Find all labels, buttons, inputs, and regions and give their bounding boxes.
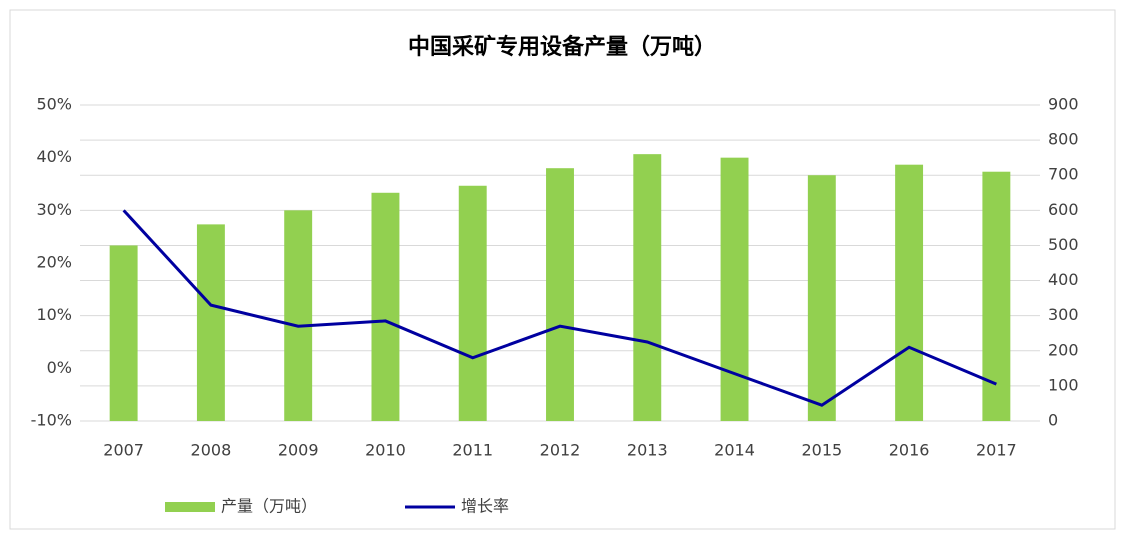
x-tick-label: 2014 bbox=[714, 441, 755, 460]
y2-tick-label: 700 bbox=[1048, 165, 1079, 184]
bar bbox=[197, 224, 225, 421]
y2-tick-label: 100 bbox=[1048, 375, 1079, 394]
chart-title: 中国采矿专用设备产量（万吨） bbox=[408, 34, 716, 60]
y2-tick-label: 500 bbox=[1048, 235, 1079, 254]
legend-label: 产量（万吨） bbox=[221, 497, 317, 516]
x-tick-label: 2015 bbox=[801, 441, 842, 460]
y2-tick-label: 300 bbox=[1048, 305, 1079, 324]
x-tick-label: 2009 bbox=[278, 441, 319, 460]
y2-tick-label: 800 bbox=[1048, 130, 1079, 149]
y-tick-label: -10% bbox=[31, 411, 72, 430]
legend-swatch bbox=[165, 502, 215, 512]
chart: 中国采矿专用设备产量（万吨） -10% 0% 10% 20% 30% 40% 50% 0 100… bbox=[0, 0, 1125, 539]
y2-tick-label: 600 bbox=[1048, 200, 1079, 219]
bar bbox=[110, 245, 138, 421]
x-tick-label: 2017 bbox=[976, 441, 1017, 460]
bar bbox=[284, 210, 312, 421]
y2-tick-label: 0 bbox=[1048, 411, 1058, 430]
y-tick-label: 40% bbox=[36, 147, 72, 166]
y-tick-label: 50% bbox=[36, 95, 72, 114]
bar bbox=[633, 154, 661, 421]
legend-label: 增长率 bbox=[461, 497, 509, 516]
x-tick-label: 2016 bbox=[889, 441, 930, 460]
y2-tick-label: 200 bbox=[1048, 340, 1079, 359]
bar bbox=[371, 193, 399, 421]
y2-tick-label: 900 bbox=[1048, 95, 1079, 114]
bar bbox=[721, 158, 749, 421]
x-tick-label: 2008 bbox=[191, 441, 232, 460]
x-tick-label: 2007 bbox=[103, 441, 144, 460]
bar bbox=[808, 175, 836, 421]
y-tick-label: 20% bbox=[36, 253, 72, 272]
bar bbox=[895, 165, 923, 421]
y-tick-label: 0% bbox=[47, 358, 72, 377]
y2-tick-label: 400 bbox=[1048, 270, 1079, 289]
bar bbox=[546, 168, 574, 421]
bar bbox=[459, 186, 487, 421]
x-tick-label: 2010 bbox=[365, 441, 406, 460]
x-tick-label: 2013 bbox=[627, 441, 668, 460]
y-tick-label: 30% bbox=[36, 200, 72, 219]
y-tick-label: 10% bbox=[36, 305, 72, 324]
x-tick-label: 2012 bbox=[540, 441, 581, 460]
x-tick-label: 2011 bbox=[452, 441, 493, 460]
